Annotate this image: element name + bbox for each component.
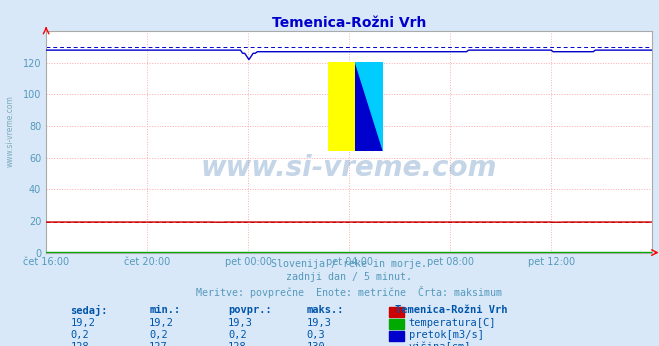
Text: 19,2: 19,2 bbox=[71, 318, 96, 328]
Text: povpr.:: povpr.: bbox=[228, 305, 272, 315]
Text: Slovenija / reke in morje.: Slovenija / reke in morje. bbox=[272, 259, 427, 269]
Text: 128: 128 bbox=[71, 342, 89, 346]
Text: maks.:: maks.: bbox=[307, 305, 345, 315]
Text: www.si-vreme.com: www.si-vreme.com bbox=[201, 154, 498, 182]
Title: Temenica-Rožni Vrh: Temenica-Rožni Vrh bbox=[272, 16, 426, 30]
Text: sedaj:: sedaj: bbox=[71, 305, 108, 316]
Text: min.:: min.: bbox=[149, 305, 181, 315]
Text: 19,2: 19,2 bbox=[149, 318, 174, 328]
Bar bbox=[389, 308, 404, 317]
Text: 0,2: 0,2 bbox=[71, 330, 89, 340]
Text: 0,3: 0,3 bbox=[307, 330, 326, 340]
Text: 130: 130 bbox=[307, 342, 326, 346]
Text: temperatura[C]: temperatura[C] bbox=[409, 318, 496, 328]
Bar bbox=[389, 319, 404, 329]
Text: Meritve: povprečne  Enote: metrične  Črta: maksimum: Meritve: povprečne Enote: metrične Črta:… bbox=[196, 286, 502, 298]
Text: 19,3: 19,3 bbox=[228, 318, 253, 328]
Text: 128: 128 bbox=[228, 342, 246, 346]
Text: 0,2: 0,2 bbox=[149, 330, 168, 340]
Text: višina[cm]: višina[cm] bbox=[409, 342, 471, 346]
Text: Temenica-Rožni Vrh: Temenica-Rožni Vrh bbox=[395, 305, 507, 315]
Text: pretok[m3/s]: pretok[m3/s] bbox=[409, 330, 484, 340]
Text: www.si-vreme.com: www.si-vreme.com bbox=[5, 95, 14, 167]
Text: 0,2: 0,2 bbox=[228, 330, 246, 340]
Bar bbox=[389, 331, 404, 341]
Text: 127: 127 bbox=[149, 342, 168, 346]
Text: 19,3: 19,3 bbox=[307, 318, 332, 328]
Text: zadnji dan / 5 minut.: zadnji dan / 5 minut. bbox=[286, 272, 413, 282]
